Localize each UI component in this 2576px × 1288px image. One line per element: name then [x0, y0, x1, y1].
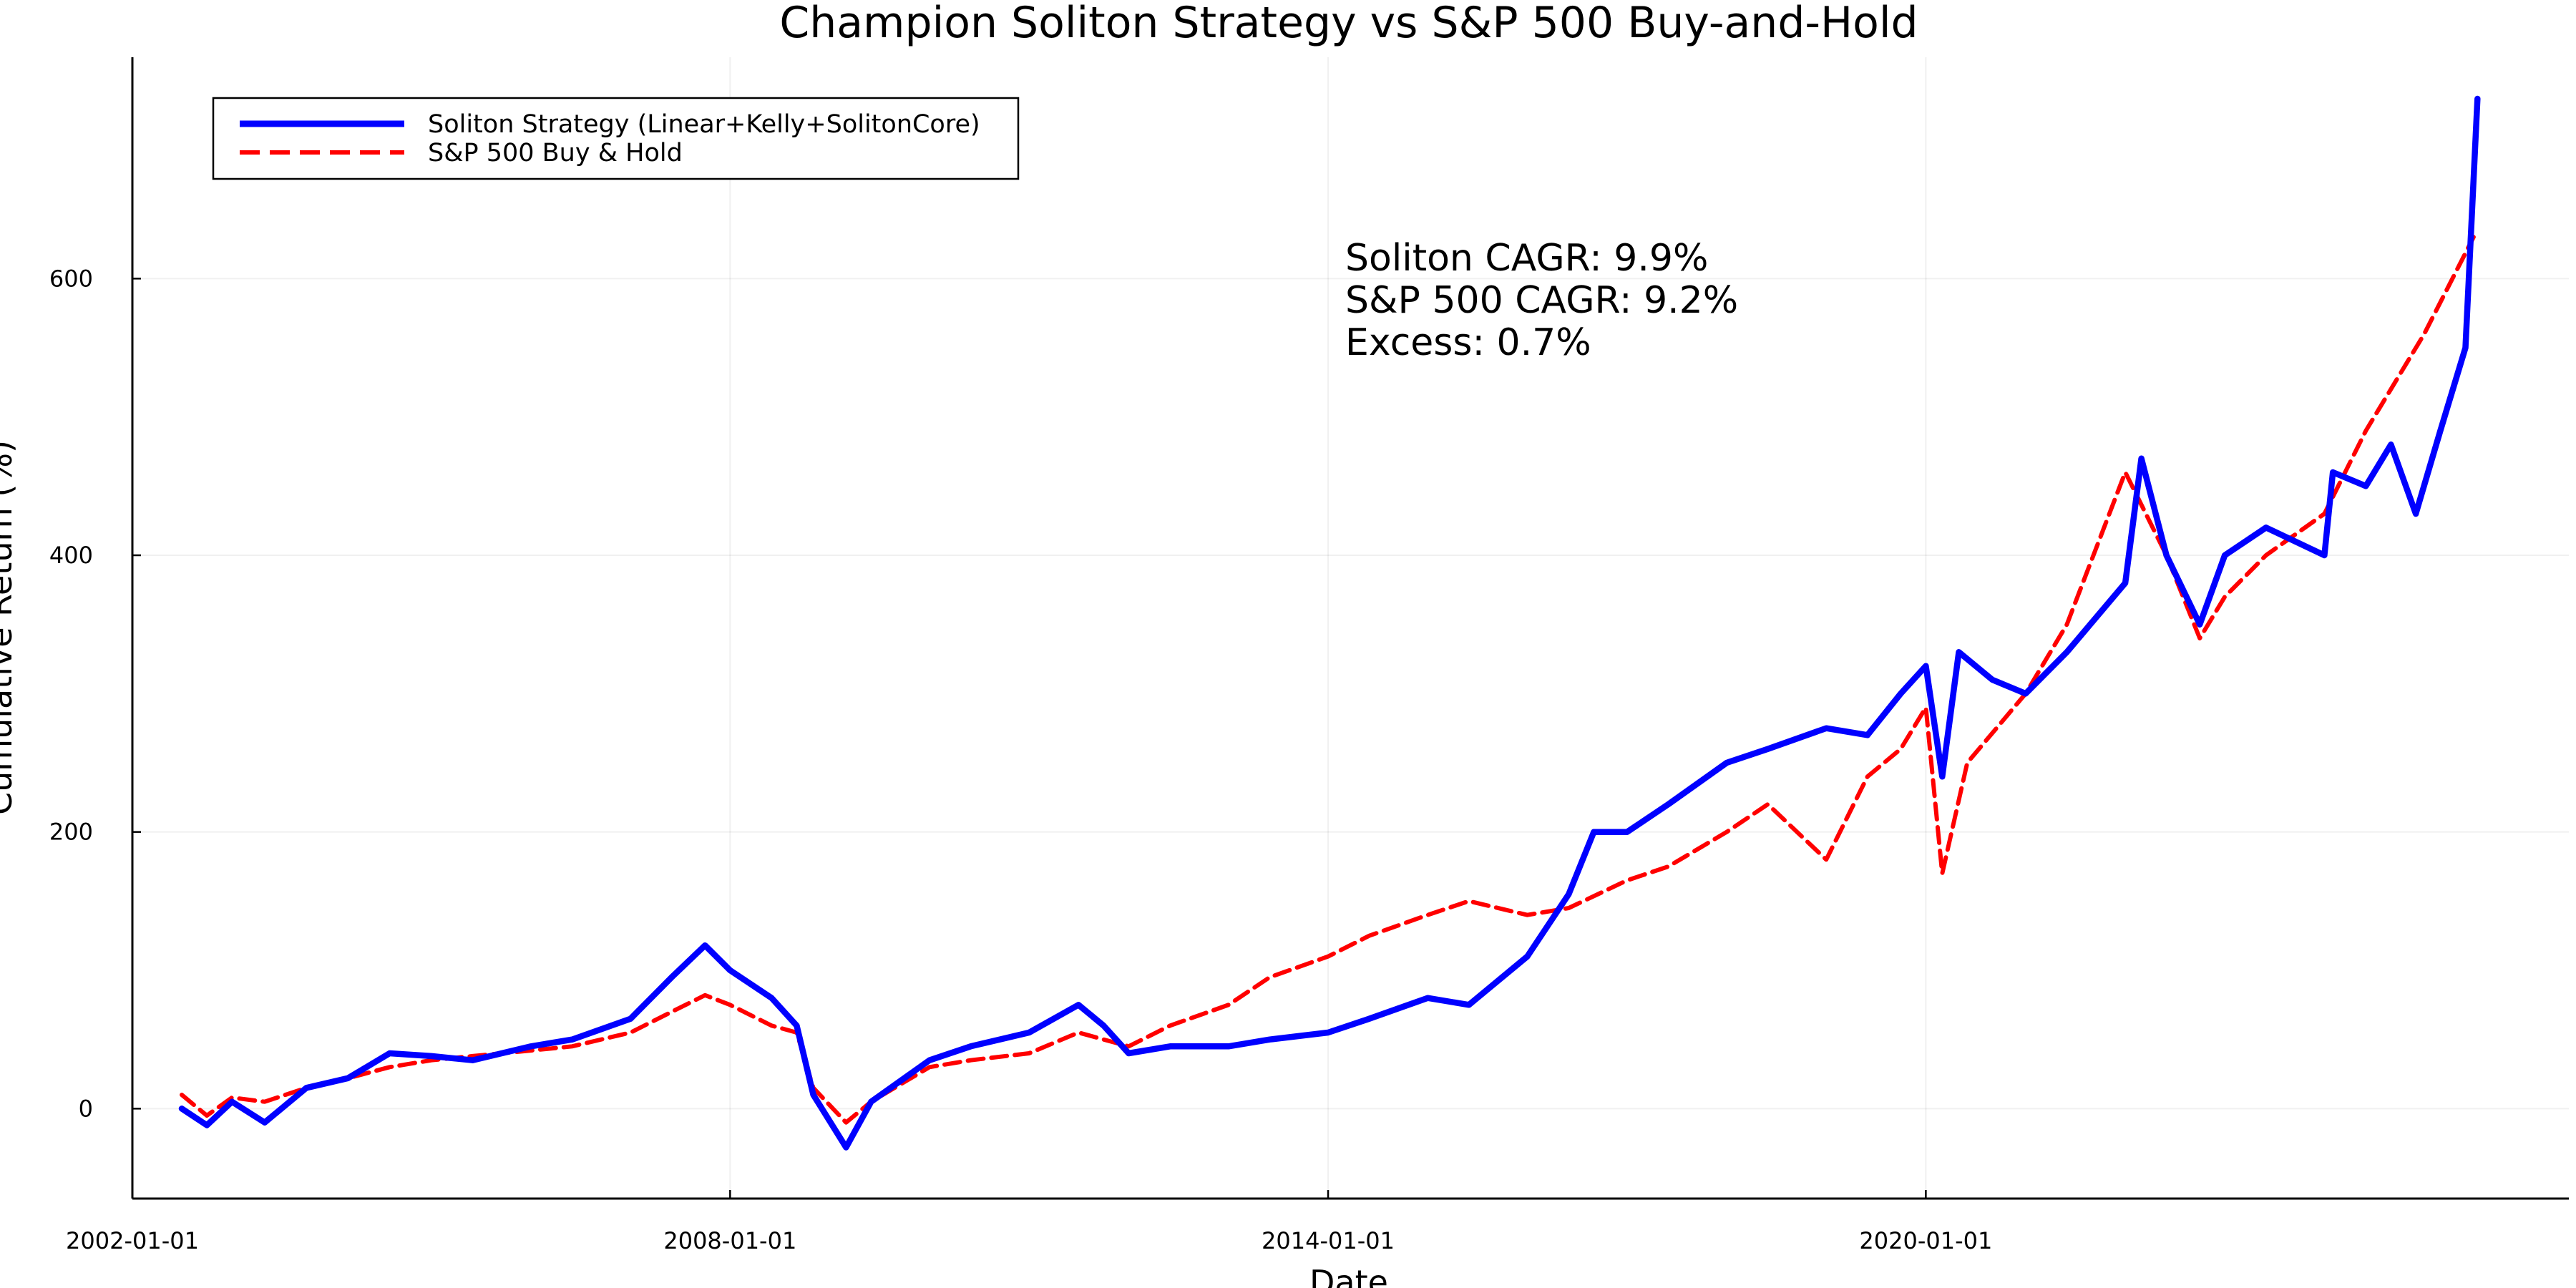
- legend-box: [212, 97, 1020, 180]
- ticks: 0 200 400 600 2002-01-01 2008-01-01 2014-01-01…: [49, 265, 1992, 1254]
- annotation-sp500-cagr: S&P 500 CAGR: 9.2%: [1345, 279, 1738, 322]
- axes: [131, 57, 2569, 1200]
- series-line-sp500: [180, 235, 2476, 1125]
- y-tick-label: 400: [49, 542, 93, 569]
- plot-series: [178, 95, 2481, 1151]
- x-axis-label: Date: [1309, 1263, 1388, 1288]
- legend: Soliton Strategy (Linear+Kelly+SolitonCo…: [212, 97, 1020, 180]
- legend-label-sp500: S&P 500 Buy & Hold: [428, 139, 683, 167]
- annotation-soliton-cagr: Soliton CAGR: 9.9%: [1345, 237, 1708, 280]
- series-line-soliton: [178, 95, 2481, 1151]
- x-tick-label: 2002-01-01: [66, 1227, 199, 1254]
- y-tick-label: 600: [49, 265, 93, 292]
- x-tick-label: 2014-01-01: [1262, 1227, 1395, 1254]
- x-tick-label: 2008-01-01: [663, 1227, 796, 1254]
- annotation-block: Soliton CAGR: 9.9% S&P 500 CAGR: 9.2% Ex…: [1345, 237, 1738, 364]
- chart-title: Champion Soliton Strategy vs S&P 500 Buy…: [779, 0, 1918, 48]
- y-tick-label: 0: [79, 1095, 93, 1122]
- y-axis-label: Cumulative Return (%): [0, 440, 19, 815]
- y-tick-label: 200: [49, 819, 93, 846]
- legend-label-soliton: Soliton Strategy (Linear+Kelly+SolitonCo…: [428, 110, 980, 139]
- annotation-excess: Excess: 0.7%: [1345, 321, 1591, 364]
- x-tick-label: 2020-01-01: [1859, 1227, 1992, 1254]
